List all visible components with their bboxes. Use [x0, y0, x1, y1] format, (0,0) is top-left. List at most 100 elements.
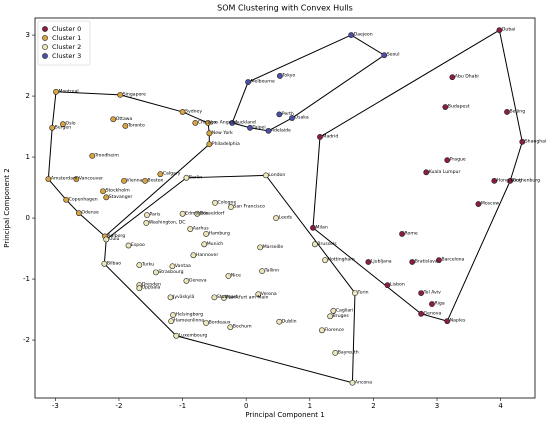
point-label: Aarhus: [193, 226, 210, 232]
y-axis-label: Principal Component 2: [3, 168, 11, 247]
y-tick-label: 2: [26, 92, 30, 100]
point: [179, 210, 186, 217]
point: [352, 290, 358, 296]
y-tick-label: 0: [26, 214, 30, 222]
point: [142, 177, 148, 184]
point-label: Vancouver: [79, 176, 103, 182]
point: [507, 177, 514, 184]
point: [201, 241, 208, 248]
point: [504, 109, 510, 115]
y-tick-label: -1: [23, 275, 30, 283]
point-label: Cagliari: [336, 307, 353, 313]
point: [310, 224, 316, 231]
point: [409, 259, 416, 265]
point-label: Aalborg: [107, 233, 125, 239]
point-label: Hamburg: [209, 230, 230, 236]
point-label: Philadelphia: [212, 141, 240, 147]
point-label: Florence: [324, 327, 344, 333]
point-labels: Madrid Milan Dubai Abu Dhabi Budapest Beijing…: [51, 27, 546, 386]
point-label: Rome: [405, 230, 418, 236]
y-tick-label: 1: [26, 153, 30, 161]
point-label: Singapore: [123, 91, 146, 97]
legend-marker: [42, 44, 48, 50]
legend-label: Cluster 2: [52, 43, 81, 51]
point-label: San Francisco: [233, 204, 265, 210]
point: [206, 130, 213, 137]
point-label: Amsterdam: [51, 176, 78, 182]
point-label: Gothenburg: [513, 177, 540, 183]
point-label: Genova: [424, 310, 442, 316]
point: [245, 79, 252, 85]
point-label: Bruges: [333, 313, 350, 319]
point-label: Montreal: [58, 88, 78, 94]
point: [444, 318, 451, 325]
point: [418, 310, 425, 317]
point-label: Stavanger: [109, 194, 133, 200]
chart-title: SOM Clustering with Convex Hulls: [217, 4, 353, 13]
legend-marker: [42, 53, 48, 59]
point-label: Verona: [261, 291, 277, 297]
x-tick-label: 2: [371, 402, 375, 410]
point: [399, 231, 405, 237]
point: [167, 294, 174, 301]
point-label: Tallinn: [264, 268, 280, 274]
x-tick-label: 3: [435, 402, 439, 410]
point: [152, 269, 159, 276]
point: [103, 236, 110, 243]
point-label: Lisbon: [390, 282, 405, 288]
point-label: Bordeaux: [209, 319, 231, 325]
point-label: Berlin: [189, 174, 202, 180]
point: [277, 73, 283, 79]
point-label: Helsingborg: [176, 312, 204, 318]
point: [157, 171, 164, 178]
point-label: Hannover: [196, 252, 218, 258]
convex-hull: [312, 29, 523, 322]
point: [436, 257, 442, 264]
point-label: Bilbao: [107, 260, 121, 266]
point: [143, 220, 150, 226]
x-tick-label: -1: [179, 402, 186, 410]
point-label: Prague: [450, 157, 466, 163]
point: [168, 318, 175, 325]
point: [75, 210, 82, 217]
point-label: Osaka: [294, 115, 308, 121]
point-label: Auckland: [235, 119, 256, 125]
point-label: Daejeon: [354, 32, 373, 38]
point: [273, 215, 279, 221]
point-label: Washington, DC: [149, 219, 186, 225]
point: [144, 212, 150, 218]
point-label: Trondheim: [94, 152, 120, 158]
point: [444, 157, 451, 164]
point: [327, 313, 334, 320]
point: [229, 120, 236, 126]
point: [276, 318, 283, 325]
point-label: Munich: [207, 241, 224, 247]
point: [179, 109, 186, 115]
point: [449, 74, 456, 81]
point-label: Edmonton: [185, 210, 209, 216]
point-label: Adelaide: [271, 127, 291, 133]
point: [289, 115, 295, 121]
point-label: Kuala Lumpur: [429, 169, 461, 175]
point: [205, 120, 211, 126]
convex-hull: [103, 174, 356, 384]
point: [60, 121, 66, 128]
convex-hull: [47, 91, 210, 238]
point-label: Hameenlinna: [174, 318, 205, 324]
point: [519, 138, 526, 145]
point-label: Chicago: [198, 119, 217, 125]
point-label: Barcelona: [441, 257, 464, 263]
point: [263, 172, 269, 179]
point-label: Frankfurt am Main: [226, 294, 268, 300]
legend-label: Cluster 3: [52, 52, 81, 60]
point: [349, 379, 356, 386]
point: [203, 320, 210, 326]
point-label: Stockholm: [106, 188, 131, 194]
point: [170, 312, 176, 318]
point: [103, 194, 110, 201]
point: [212, 199, 218, 206]
point-label: Nice: [231, 273, 241, 279]
point: [257, 244, 264, 251]
point: [418, 290, 425, 296]
